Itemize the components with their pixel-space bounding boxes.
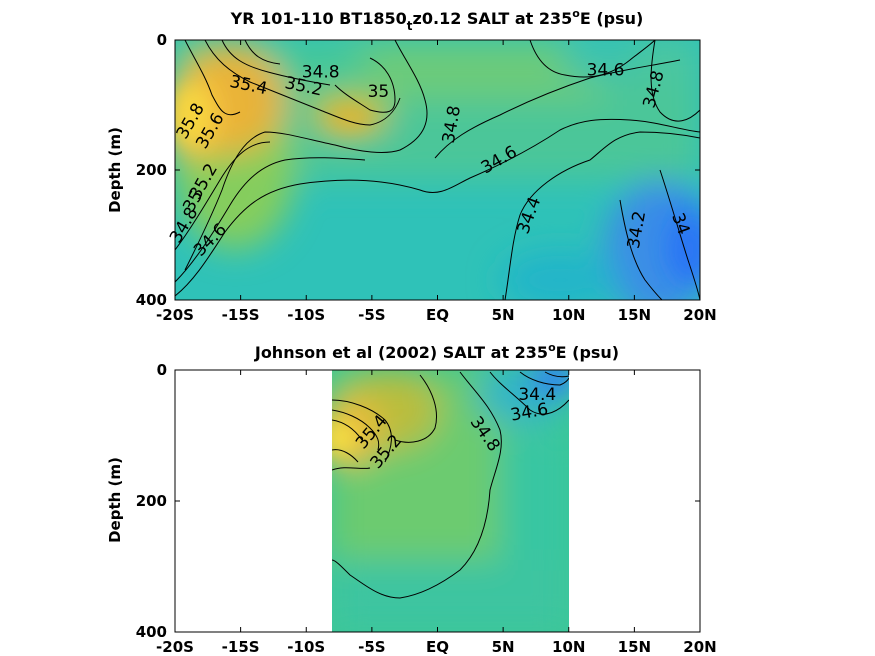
bottom-panel-title: Johnson et al (2002) SALT at 235oE (psu) xyxy=(254,341,619,362)
top-x-tick-label: EQ xyxy=(426,306,449,324)
bottom-x-tick-label: -5S xyxy=(358,638,385,656)
top-x-tick-label: -20S xyxy=(156,306,194,324)
bottom-x-tick-label: 10N xyxy=(552,638,585,656)
bottom-y-tick-label: 0 xyxy=(157,361,167,379)
top-salinity-field xyxy=(175,40,700,300)
bottom-panel: Johnson et al (2002) SALT at 235oE (psu) xyxy=(106,341,717,656)
top-y-tick-label: 0 xyxy=(157,31,167,49)
top-y-axis-label: Depth (m) xyxy=(106,127,124,213)
bottom-x-tick-label: -15S xyxy=(222,638,260,656)
top-y-tick-label: 200 xyxy=(136,161,167,179)
top-x-tick-label: -5S xyxy=(358,306,385,324)
top-y-axis: 0 200 400 xyxy=(136,31,700,309)
bottom-contour-lines xyxy=(332,371,569,599)
top-panel: YR 101-110 BT1850tz0.12 SALT at 235oE (p… xyxy=(106,7,717,324)
top-x-tick-label: 15N xyxy=(618,306,651,324)
top-x-tick-label: 5N xyxy=(492,306,515,324)
top-contour-label: 34.6 xyxy=(587,61,625,81)
bottom-x-tick-label: -10S xyxy=(287,638,325,656)
bottom-y-axis-label: Depth (m) xyxy=(106,457,124,543)
top-panel-title: YR 101-110 BT1850tz0.12 SALT at 235oE (p… xyxy=(230,7,644,33)
bottom-x-tick-label: EQ xyxy=(426,638,449,656)
bottom-x-tick-label: -20S xyxy=(156,638,194,656)
bottom-x-tick-label: 5N xyxy=(492,638,515,656)
top-contour-label: 34.8 xyxy=(302,63,340,83)
top-x-tick-label: 20N xyxy=(683,306,716,324)
bottom-x-tick-label: 15N xyxy=(618,638,651,656)
bottom-y-axis: 0 200 400 xyxy=(136,361,700,641)
top-x-tick-label: 10N xyxy=(552,306,585,324)
bottom-x-tick-label: 20N xyxy=(683,638,716,656)
bottom-y-tick-label: 400 xyxy=(136,623,167,641)
bottom-contour-label: 34.4 xyxy=(518,385,556,405)
bottom-y-tick-label: 200 xyxy=(136,492,167,510)
top-contour-lines xyxy=(175,40,700,300)
top-y-tick-label: 400 xyxy=(136,291,167,309)
bottom-x-axis: -20S -15S -10S -5S EQ 5N 10N 15N 20N xyxy=(156,370,717,656)
bottom-salinity-field xyxy=(332,370,569,632)
top-x-axis: -20S -15S -10S -5S EQ 5N 10N 15N 20N xyxy=(156,40,717,324)
top-x-tick-label: -15S xyxy=(222,306,260,324)
top-x-tick-label: -10S xyxy=(287,306,325,324)
top-contour-label: 35 xyxy=(368,82,390,102)
